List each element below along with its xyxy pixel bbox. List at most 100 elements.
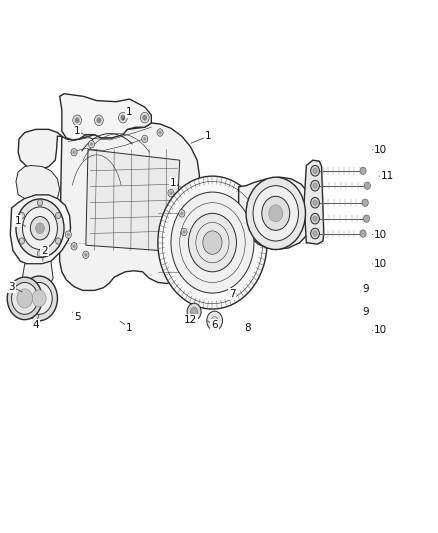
Circle shape [311, 197, 319, 208]
Circle shape [362, 199, 368, 206]
Circle shape [313, 216, 317, 221]
Circle shape [311, 165, 319, 176]
Circle shape [37, 251, 42, 257]
Circle shape [67, 233, 70, 236]
Circle shape [95, 115, 103, 126]
Circle shape [168, 189, 174, 197]
Circle shape [141, 112, 149, 123]
Polygon shape [16, 165, 60, 198]
Circle shape [88, 141, 95, 148]
Circle shape [158, 176, 267, 309]
Polygon shape [18, 123, 199, 290]
Circle shape [181, 228, 187, 236]
Text: 7: 7 [229, 289, 235, 299]
Circle shape [73, 115, 81, 126]
Circle shape [191, 308, 198, 316]
Circle shape [17, 289, 32, 308]
Circle shape [121, 115, 125, 120]
Circle shape [90, 143, 93, 146]
Circle shape [311, 228, 319, 239]
Circle shape [73, 245, 75, 248]
Circle shape [313, 183, 317, 188]
Circle shape [32, 290, 46, 307]
Circle shape [364, 215, 370, 222]
Circle shape [75, 118, 79, 123]
Polygon shape [239, 177, 313, 249]
Circle shape [313, 231, 317, 236]
Circle shape [183, 230, 185, 233]
Text: 10: 10 [374, 259, 387, 269]
Circle shape [269, 205, 283, 222]
Polygon shape [11, 195, 71, 264]
Text: 8: 8 [244, 322, 251, 333]
Circle shape [26, 282, 52, 314]
Circle shape [85, 253, 87, 256]
Circle shape [262, 196, 290, 230]
Circle shape [179, 209, 185, 217]
Circle shape [313, 168, 317, 173]
Text: 1: 1 [126, 107, 133, 117]
Circle shape [159, 131, 161, 134]
Text: 12: 12 [184, 314, 197, 325]
Text: 5: 5 [74, 312, 81, 322]
Circle shape [119, 112, 127, 123]
Circle shape [97, 118, 101, 123]
Text: 10: 10 [374, 144, 387, 155]
Circle shape [253, 185, 298, 241]
Text: 3: 3 [8, 282, 15, 292]
Circle shape [246, 177, 305, 249]
Circle shape [37, 199, 42, 206]
Circle shape [207, 311, 223, 330]
Circle shape [19, 238, 25, 244]
Text: 9: 9 [362, 306, 369, 317]
Text: 2: 2 [41, 246, 48, 255]
Circle shape [30, 216, 49, 240]
Text: 6: 6 [211, 320, 218, 330]
Circle shape [65, 231, 71, 238]
Circle shape [56, 212, 61, 219]
Circle shape [21, 276, 57, 321]
Circle shape [311, 213, 319, 224]
Circle shape [171, 192, 254, 293]
Circle shape [364, 182, 371, 189]
Polygon shape [304, 160, 324, 244]
Circle shape [188, 213, 237, 272]
Circle shape [157, 129, 163, 136]
Circle shape [360, 167, 366, 174]
Circle shape [83, 251, 89, 259]
Circle shape [19, 212, 25, 219]
Circle shape [143, 115, 147, 120]
Text: 9: 9 [362, 284, 369, 294]
Circle shape [56, 238, 61, 244]
Text: 4: 4 [32, 320, 39, 330]
Text: 1: 1 [74, 126, 81, 136]
Circle shape [313, 200, 317, 205]
Polygon shape [86, 150, 180, 252]
Text: 10: 10 [374, 325, 387, 335]
Text: 1: 1 [205, 131, 212, 141]
Circle shape [144, 138, 146, 141]
Text: 1: 1 [170, 177, 177, 188]
Text: 1: 1 [15, 216, 21, 227]
Text: 11: 11 [381, 171, 394, 181]
Circle shape [16, 199, 64, 257]
Circle shape [203, 231, 222, 254]
Circle shape [180, 212, 183, 215]
Circle shape [22, 207, 57, 249]
Circle shape [311, 180, 319, 191]
Text: 10: 10 [374, 230, 387, 240]
Circle shape [211, 317, 218, 325]
Polygon shape [22, 261, 53, 290]
Circle shape [142, 135, 148, 143]
Circle shape [360, 230, 366, 237]
Circle shape [12, 282, 38, 314]
Circle shape [7, 277, 42, 320]
Circle shape [35, 223, 44, 233]
Circle shape [170, 191, 172, 195]
Circle shape [187, 303, 201, 320]
Circle shape [73, 151, 75, 154]
Text: 1: 1 [126, 322, 133, 333]
Circle shape [71, 149, 77, 156]
Circle shape [71, 243, 77, 250]
Polygon shape [60, 94, 151, 140]
